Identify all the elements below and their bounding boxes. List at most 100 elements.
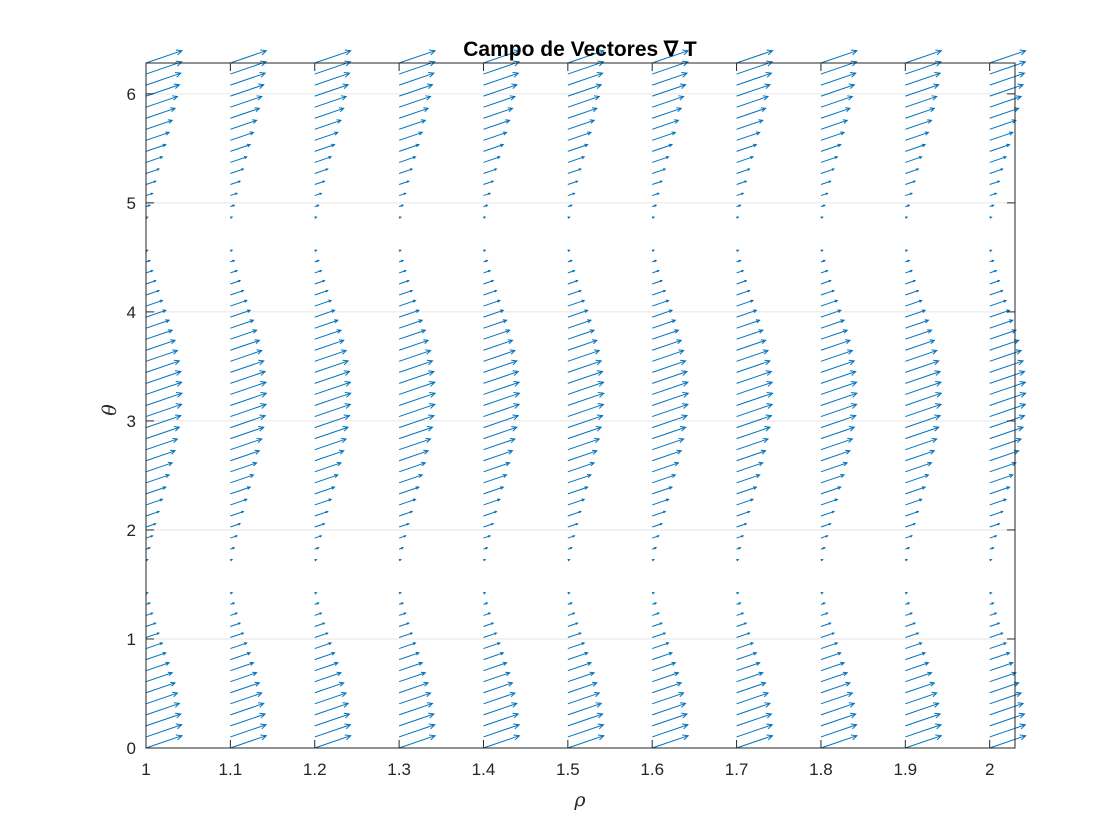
- vector-arrow: [905, 547, 911, 550]
- vector-arrow: [314, 107, 345, 119]
- vector-arrow: [314, 671, 343, 683]
- vector-arrow: [145, 359, 181, 373]
- vector-arrow: [483, 289, 498, 296]
- vector-arrow: [989, 486, 1011, 495]
- vector-arrow: [989, 71, 1026, 86]
- vector-arrow: [398, 651, 421, 661]
- vector-arrow: [230, 591, 234, 595]
- vector-arrow: [314, 558, 318, 562]
- vector-arrow: [989, 349, 1023, 362]
- vector-arrow: [567, 204, 573, 208]
- vector-arrow: [567, 216, 571, 219]
- vector-arrow: [652, 299, 670, 307]
- vector-arrow: [145, 143, 167, 152]
- vector-arrow: [652, 734, 690, 749]
- vector-arrow: [314, 734, 352, 749]
- vector-arrow: [398, 339, 430, 351]
- vector-arrow: [483, 403, 521, 418]
- vector-arrow: [820, 723, 858, 738]
- vector-arrow: [314, 651, 336, 661]
- vector-arrow: [567, 49, 605, 64]
- vector-arrow: [567, 449, 598, 462]
- vector-arrow: [314, 299, 333, 307]
- vector-arrow: [145, 602, 152, 605]
- vector-arrow: [905, 632, 920, 638]
- vector-arrow: [398, 702, 434, 716]
- vector-arrow: [905, 486, 927, 495]
- vector-arrow: [483, 473, 508, 484]
- vector-arrow: [398, 259, 405, 263]
- vector-arrow: [905, 289, 920, 296]
- vector-arrow: [145, 107, 177, 119]
- vector-arrow: [398, 168, 414, 174]
- vector-arrow: [567, 712, 604, 727]
- y-tick-label: 4: [127, 303, 136, 322]
- vector-arrow: [652, 49, 690, 64]
- vector-arrow: [905, 83, 940, 97]
- vector-arrow: [398, 602, 405, 605]
- vector-arrow: [145, 329, 174, 340]
- vector-arrow: [989, 622, 1001, 627]
- vector-arrow: [567, 651, 589, 661]
- vector-arrow: [145, 642, 164, 650]
- vector-arrow: [820, 651, 842, 661]
- vector-arrow: [398, 155, 417, 163]
- vector-arrow: [314, 510, 329, 517]
- vector-arrow: [652, 702, 687, 716]
- vector-arrow: [989, 723, 1027, 738]
- vector-arrow: [567, 71, 604, 86]
- vector-arrow: [567, 437, 601, 451]
- vector-arrow: [145, 461, 174, 473]
- vector-arrow: [483, 671, 511, 683]
- vector-arrow: [230, 522, 242, 528]
- vector-arrow: [736, 651, 758, 661]
- vector-arrow: [905, 622, 917, 627]
- vector-arrow: [652, 723, 689, 738]
- vector-arrow: [567, 192, 576, 197]
- vector-arrow: [230, 651, 252, 661]
- vector-arrow: [652, 602, 658, 605]
- vector-arrow: [820, 192, 829, 197]
- vector-arrow: [567, 391, 605, 406]
- vector-arrow: [905, 119, 933, 130]
- vector-arrow: [230, 95, 263, 108]
- vector-arrow: [905, 414, 942, 429]
- vector-arrow: [230, 119, 258, 130]
- vector-arrow: [314, 547, 320, 550]
- vector-arrow: [314, 319, 339, 329]
- x-tick-label: 1.6: [640, 760, 664, 779]
- vector-arrow: [145, 414, 182, 429]
- vector-arrow: [736, 49, 774, 64]
- vector-arrow: [230, 155, 248, 163]
- vector-arrow: [820, 498, 839, 506]
- vector-arrow: [905, 329, 933, 340]
- vector-arrow: [736, 510, 751, 517]
- vector-arrow: [145, 651, 167, 661]
- vector-arrow: [398, 723, 436, 738]
- vector-arrow: [314, 359, 350, 373]
- vector-arrow: [736, 143, 758, 152]
- vector-arrow: [736, 370, 773, 384]
- vector-arrow: [230, 107, 261, 119]
- vector-arrow: [314, 95, 348, 108]
- vector-arrow: [567, 259, 573, 263]
- vector-arrow: [652, 461, 680, 473]
- vector-arrow: [314, 49, 352, 64]
- vector-arrow: [905, 702, 940, 716]
- vector-arrow: [989, 426, 1025, 440]
- vector-arrow: [483, 192, 492, 197]
- vector-arrow: [989, 299, 1008, 307]
- vector-arrow: [483, 723, 521, 738]
- vector-arrow: [483, 299, 501, 307]
- vector-arrow: [483, 71, 520, 86]
- vector-arrow: [314, 216, 318, 219]
- vector-arrow: [567, 642, 586, 650]
- vector-arrow: [398, 414, 435, 429]
- vector-arrow: [820, 671, 849, 683]
- vector-arrow: [567, 723, 605, 738]
- vector-arrow: [652, 269, 660, 274]
- vector-arrow: [145, 349, 179, 362]
- vector-arrow: [314, 681, 345, 694]
- vector-arrow: [314, 309, 336, 318]
- vector-arrow: [652, 329, 680, 340]
